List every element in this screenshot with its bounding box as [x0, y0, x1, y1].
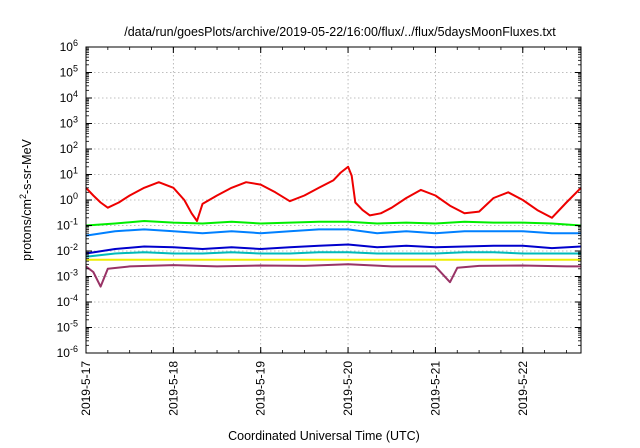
y-tick-labels: 106 105 104 103 102 101 100 10-1 10-2 10-3 10-4 10-… [57, 38, 78, 360]
y-axis-label-sup: 2 [18, 194, 28, 199]
y-tick-label: 10-6 [57, 344, 78, 360]
series-line-4 [85, 243, 582, 255]
series-line-1 [85, 165, 582, 222]
x-tick-label: 2019-5-19 [254, 361, 268, 416]
series-line-7 [85, 263, 581, 288]
y-axis-label-rest: -s-sr-MeV [20, 138, 34, 194]
series-group [85, 165, 582, 288]
y-tick-label: 10-5 [57, 319, 78, 335]
y-tick-label: 102 [60, 140, 78, 156]
y-tick-label: 103 [60, 115, 78, 131]
y-axis-label: protons/cm2-s-sr-MeV [18, 138, 34, 260]
x-tick-label: 2019-5-20 [341, 361, 355, 416]
grid [86, 47, 581, 353]
x-tick-label: 2019-5-22 [516, 361, 530, 416]
y-tick-label: 10-4 [57, 293, 78, 309]
y-axis-label-base: protons/cm [20, 199, 34, 261]
x-tick-labels: 2019-5-17 2019-5-18 2019-5-19 2019-5-20 2019… [79, 361, 530, 416]
y-tick-label: 101 [60, 166, 78, 182]
chart-title: /data/run/goesPlots/archive/2019-05-22/1… [124, 25, 556, 39]
tick-marks [85, 46, 581, 354]
y-tick-label: 10-3 [57, 268, 78, 284]
y-tick-label: 100 [60, 191, 78, 207]
x-tick-label: 2019-5-18 [166, 361, 180, 416]
x-tick-label: 2019-5-21 [428, 361, 442, 416]
x-tick-label: 2019-5-17 [79, 361, 93, 416]
y-tick-label: 106 [60, 38, 78, 54]
y-tick-label: 105 [60, 64, 78, 80]
x-axis-label: Coordinated Universal Time (UTC) [228, 429, 420, 443]
y-tick-label: 10-1 [57, 217, 78, 233]
y-tick-label: 104 [60, 89, 78, 105]
series-line-5 [85, 251, 581, 258]
series-line-3 [85, 228, 581, 237]
series-line-2 [85, 220, 582, 227]
y-tick-label: 10-2 [57, 242, 78, 258]
